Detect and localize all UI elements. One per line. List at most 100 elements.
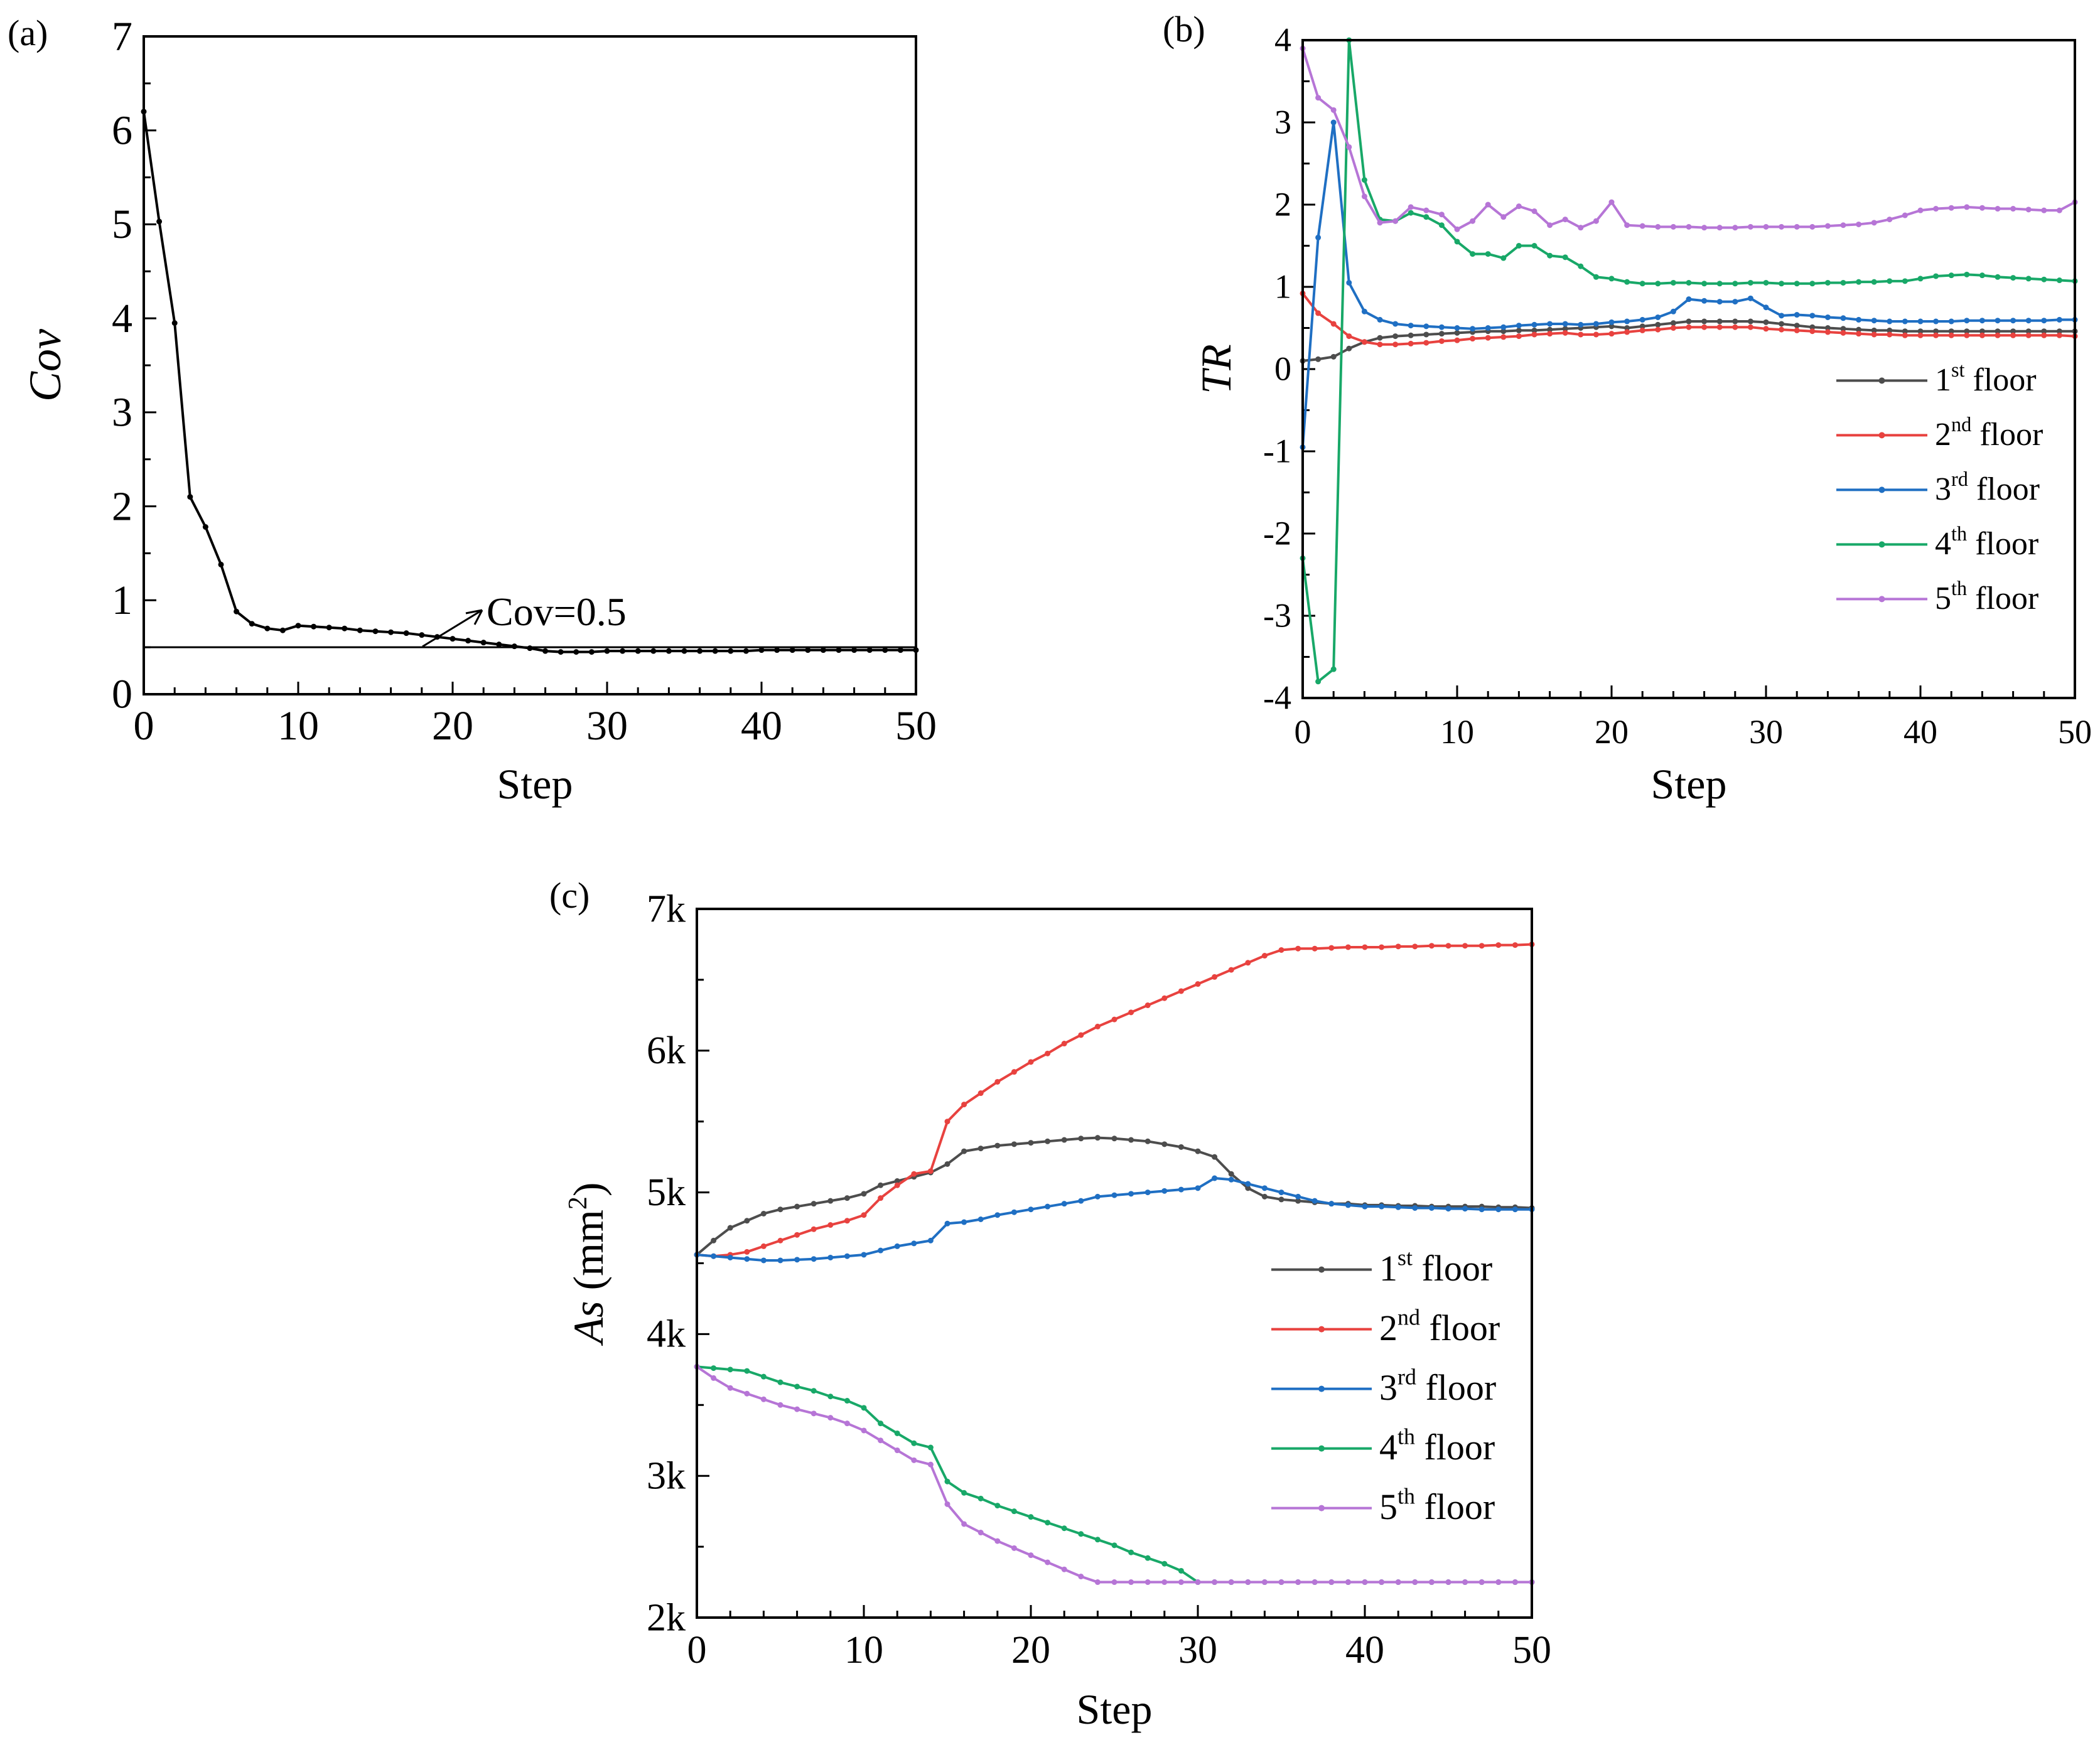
data-point <box>1345 1579 1351 1586</box>
data-point <box>827 1198 834 1204</box>
data-point <box>1516 333 1522 340</box>
data-point <box>1500 214 1507 220</box>
data-point <box>1824 314 1831 320</box>
data-point <box>1995 274 2001 280</box>
data-point <box>861 1191 867 1197</box>
data-point <box>1379 1579 1385 1586</box>
data-point <box>234 608 240 615</box>
y-tick-label: 0 <box>112 672 132 717</box>
data-point <box>1547 252 1553 259</box>
x-tick-label: 50 <box>1512 1629 1551 1672</box>
data-point <box>1161 995 1168 1001</box>
data-point <box>1212 974 1218 980</box>
panel-b-lines <box>1300 37 2078 685</box>
data-point <box>911 1440 917 1446</box>
data-point <box>1011 1508 1017 1515</box>
legend-label: 5th floor <box>1379 1484 1495 1527</box>
data-point <box>1578 331 1584 338</box>
data-point <box>827 1254 834 1260</box>
data-point <box>777 1379 783 1385</box>
data-point <box>1763 326 1769 332</box>
data-point <box>1593 218 1599 224</box>
data-point <box>1485 325 1491 331</box>
data-point <box>1686 223 1692 230</box>
data-point <box>961 1102 967 1108</box>
data-point <box>1794 223 1800 230</box>
y-tick-label: 6 <box>112 107 132 153</box>
data-point <box>861 1252 867 1258</box>
x-tick-label: 30 <box>586 703 628 749</box>
data-point <box>760 1243 767 1249</box>
data-point <box>1362 1579 1368 1586</box>
data-point <box>1295 1198 1301 1204</box>
data-point <box>844 1420 850 1427</box>
data-point <box>1345 1202 1351 1208</box>
data-point <box>861 1427 867 1434</box>
data-point <box>1608 323 1615 330</box>
data-point <box>1979 332 1985 338</box>
data-point <box>1964 271 1970 277</box>
data-point <box>1061 1201 1067 1207</box>
data-point <box>372 628 379 635</box>
data-point <box>758 647 765 653</box>
data-point <box>810 1226 817 1232</box>
data-point <box>1128 1191 1134 1197</box>
data-point <box>1902 332 1908 338</box>
data-point <box>794 1203 800 1210</box>
data-point <box>1948 318 1954 325</box>
data-point <box>1887 217 1893 223</box>
series-line <box>143 111 916 653</box>
data-point <box>279 627 286 633</box>
data-point <box>1686 296 1692 303</box>
data-point <box>1655 314 1661 320</box>
y-tick-label: 4k <box>647 1313 686 1356</box>
data-point <box>1856 316 1862 323</box>
data-point <box>1624 318 1630 325</box>
data-point <box>1345 944 1351 950</box>
data-point <box>1948 332 1954 338</box>
data-point <box>1485 335 1491 341</box>
data-point <box>1964 318 1970 324</box>
data-point <box>1902 278 1908 284</box>
data-point <box>744 1218 750 1224</box>
legend-label-num: 1 <box>1379 1248 1397 1289</box>
data-point <box>2010 206 2017 212</box>
legend-label: 5th floor <box>1935 577 2038 616</box>
x-tick-label: 10 <box>277 703 319 749</box>
data-point <box>1392 218 1399 224</box>
data-point <box>844 1218 850 1224</box>
data-point <box>1887 331 1893 338</box>
data-point <box>1578 321 1584 328</box>
data-point <box>1902 318 1908 325</box>
data-point <box>1061 1137 1067 1143</box>
data-point <box>878 1420 884 1427</box>
panel-label-c: (c) <box>549 875 590 916</box>
data-point <box>1917 332 1924 338</box>
data-point <box>1917 207 1924 213</box>
data-point <box>777 1402 783 1408</box>
data-point <box>844 1253 850 1259</box>
data-point <box>1078 1136 1084 1142</box>
data-point <box>1178 1579 1184 1586</box>
data-point <box>1701 281 1708 287</box>
data-point <box>1028 1140 1034 1146</box>
data-point <box>1346 279 1352 286</box>
data-point <box>927 1168 934 1174</box>
data-point <box>1094 1537 1101 1543</box>
series-line <box>1301 48 2076 231</box>
data-point <box>1639 327 1645 333</box>
data-point <box>1395 943 1401 950</box>
data-point <box>794 1383 800 1390</box>
data-point <box>1261 1579 1268 1586</box>
legend-label-text: floor <box>1413 1248 1492 1289</box>
legend-label-num: 2 <box>1935 417 1951 453</box>
data-point <box>1639 323 1645 330</box>
data-point <box>1763 319 1769 325</box>
data-point <box>1670 223 1676 230</box>
data-point <box>711 1253 717 1259</box>
data-point <box>1763 304 1769 311</box>
panel-c-xlabel: Step <box>1077 1685 1153 1733</box>
data-point <box>1516 203 1522 210</box>
data-point <box>1228 967 1234 973</box>
